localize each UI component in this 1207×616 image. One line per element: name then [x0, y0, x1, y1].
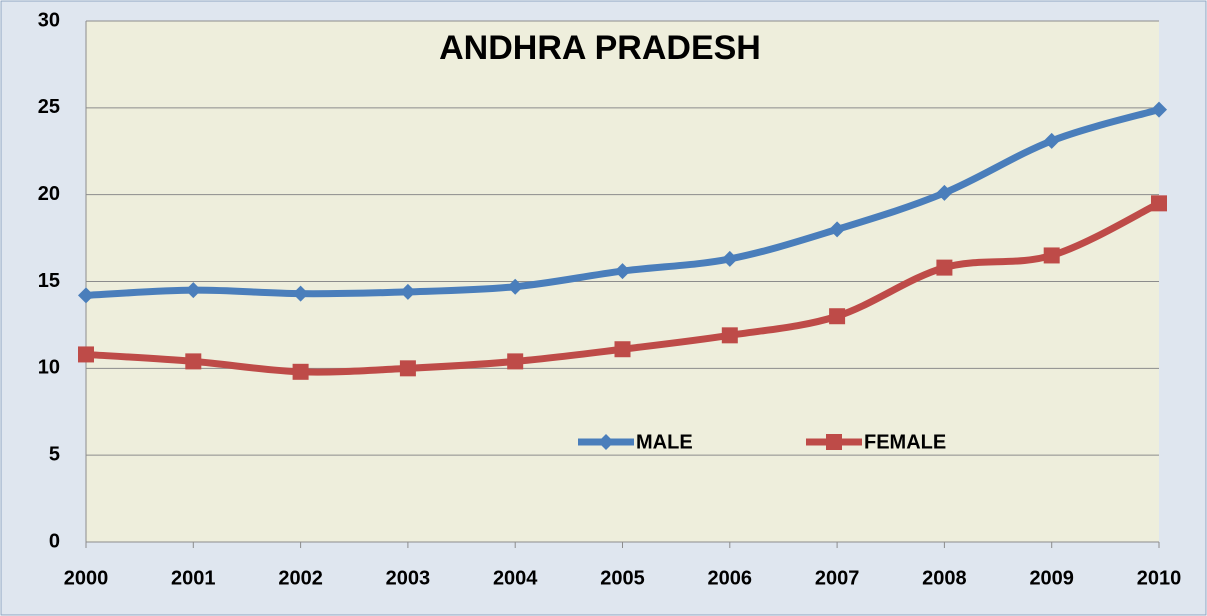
marker	[614, 263, 631, 280]
y-tick-label: 5	[49, 443, 60, 465]
x-tick-label: 2004	[493, 567, 538, 589]
marker	[826, 434, 842, 450]
marker	[614, 341, 631, 358]
marker	[507, 278, 524, 295]
marker	[1043, 132, 1060, 149]
x-tick-label: 2005	[600, 567, 645, 589]
marker	[78, 287, 94, 304]
marker	[721, 250, 738, 267]
marker	[598, 434, 614, 450]
y-tick-label: 0	[49, 530, 60, 552]
marker	[292, 363, 309, 380]
y-tick-label: 10	[38, 357, 60, 379]
marker	[829, 308, 846, 325]
x-tick-label: 2008	[922, 567, 967, 589]
y-tick-label: 25	[38, 96, 60, 118]
marker	[829, 221, 846, 238]
x-tick-label: 2002	[278, 567, 323, 589]
marker	[185, 353, 202, 370]
marker	[185, 282, 202, 299]
marker	[936, 184, 953, 201]
marker	[936, 259, 953, 276]
y-tick-label: 30	[38, 9, 60, 31]
y-tick-label: 20	[38, 183, 60, 205]
marker	[507, 353, 524, 370]
marker	[399, 360, 416, 377]
marker	[721, 327, 738, 344]
marker	[292, 285, 309, 302]
legend-label: MALE	[636, 431, 693, 453]
x-tick-label: 2007	[815, 567, 860, 589]
marker	[399, 283, 416, 300]
x-tick-label: 2003	[386, 567, 431, 589]
legend-label: FEMALE	[864, 431, 946, 453]
x-tick-label: 2010	[1137, 567, 1182, 589]
marker	[1043, 247, 1060, 264]
x-tick-label: 2009	[1029, 567, 1074, 589]
marker	[78, 346, 94, 363]
x-tick-label: 2001	[171, 567, 216, 589]
marker	[1151, 101, 1167, 118]
marker	[1151, 195, 1167, 212]
x-tick-label: 2006	[708, 567, 753, 589]
chart-title: ANDHRA PRADESH	[439, 29, 761, 67]
y-tick-label: 15	[38, 270, 60, 292]
x-tick-label: 2000	[64, 567, 109, 589]
